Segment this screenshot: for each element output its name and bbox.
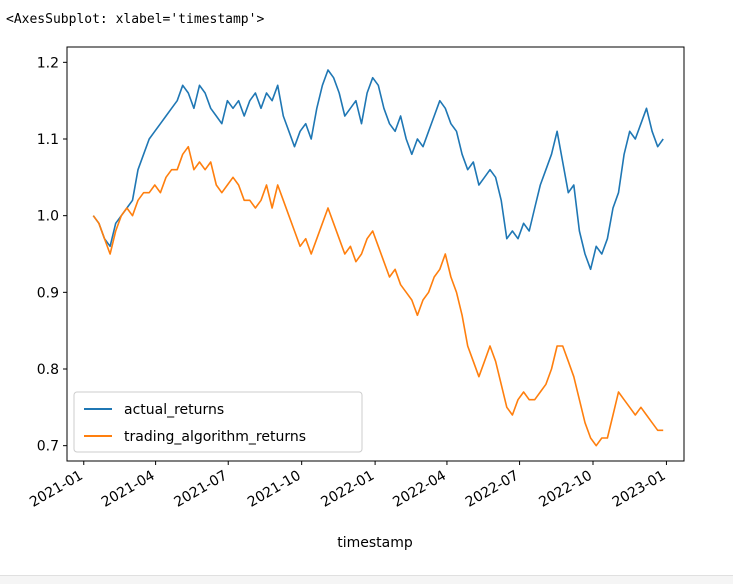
x-tick-label: 2021-07 <box>172 468 231 511</box>
legend-label: trading_algorithm_returns <box>124 429 306 445</box>
y-axis: 0.7 0.8 0.9 1.0 1.1 1.2 <box>37 55 67 455</box>
x-tick-label: 2021-10 <box>245 468 304 511</box>
x-tick-label: 2021-04 <box>99 468 158 511</box>
series-line-actual-returns <box>92 69 664 271</box>
legend: actual_returns trading_algorithm_returns <box>73 391 363 453</box>
y-tick-label: 1.0 <box>37 209 59 225</box>
y-tick-label: 1.1 <box>37 132 59 148</box>
cell-bottom-border <box>0 575 733 584</box>
series-layer <box>92 69 664 447</box>
legend-box <box>73 391 363 453</box>
x-tick-label: 2022-07 <box>463 468 522 511</box>
x-tick-label: 2023-01 <box>610 468 669 511</box>
y-tick-label: 0.8 <box>37 362 59 378</box>
series-line-trading-algorithm-returns <box>92 145 664 447</box>
x-axis-label: timestamp <box>337 535 413 551</box>
x-axis: 2021-01 2021-04 2021-07 2021-10 2022-01 2022-… <box>27 461 668 511</box>
x-tick-label: 2022-04 <box>390 468 449 511</box>
x-tick-label: 2022-10 <box>536 468 595 511</box>
y-tick-label: 0.9 <box>37 285 59 301</box>
y-tick-label: 1.2 <box>37 55 59 71</box>
y-tick-label: 0.7 <box>37 439 59 455</box>
x-tick-label: 2022-01 <box>318 468 377 511</box>
x-tick-label: 2021-01 <box>27 468 86 511</box>
legend-label: actual_returns <box>124 402 224 418</box>
output-repr-text: <AxesSubplot: xlabel='timestamp'> <box>6 12 265 27</box>
